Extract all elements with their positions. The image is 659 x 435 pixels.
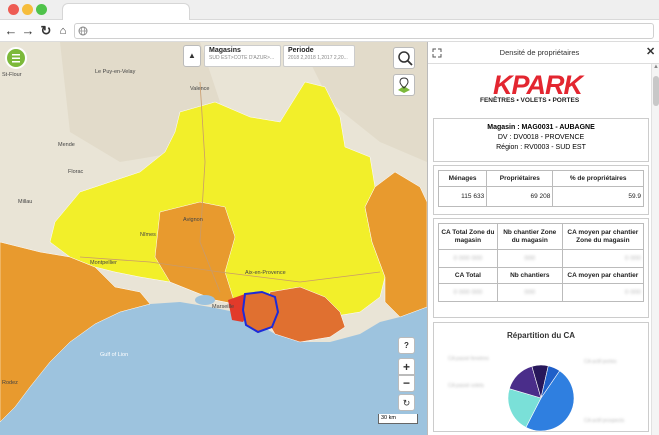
reload-icon[interactable]: ↻	[40, 23, 52, 38]
road	[199, 81, 221, 293]
filter-label: Magasins	[209, 47, 241, 54]
close-window-button[interactable]	[8, 4, 19, 15]
back-arrow-icon[interactable]: ←	[4, 23, 18, 38]
search-map-button[interactable]	[393, 47, 415, 69]
place-label: Montpellier	[90, 260, 117, 266]
pie-slice[interactable]	[540, 365, 561, 399]
etang-de-berre	[195, 295, 215, 305]
place-label: Gulf of Lion	[100, 352, 129, 358]
table-header: CA Total Zone du magasin	[438, 223, 498, 250]
place-label: Valence	[190, 86, 210, 92]
scale-label: 30 km	[381, 415, 396, 421]
map-canvas	[0, 42, 427, 423]
table-header: CA Total	[438, 267, 498, 284]
table-cell-blurred: 0 000	[561, 283, 645, 302]
magnifier-icon	[398, 51, 413, 66]
revenue-chart-card: Répartition du CA CA passé fenetres CA p…	[433, 322, 649, 432]
scale-bar: 30 km	[378, 414, 418, 424]
browser-tab[interactable]	[62, 3, 190, 20]
filter-periode[interactable]: Periode 2018 2,2018 1,2017 2,20...	[283, 45, 355, 67]
place-label: Millau	[18, 199, 33, 205]
scroll-up-arrow[interactable]: ▲	[653, 64, 659, 70]
layers-menu-button[interactable]	[5, 47, 27, 69]
browser-titlebar	[0, 0, 659, 20]
place-label: Nîmes	[140, 232, 156, 238]
reset-view-button[interactable]: ↻	[398, 394, 415, 411]
zone-orange-east	[364, 171, 427, 318]
logo-text: KPARK	[493, 70, 583, 100]
table-cell-blurred: 0 000 000	[438, 249, 498, 268]
place-label: Florac	[68, 169, 84, 175]
legend-label-blurred: CA actif portes	[584, 359, 617, 365]
logo-tagline: FENÊTRES • VOLETS • PORTES	[480, 97, 580, 104]
zoom-out-button[interactable]: −	[398, 375, 415, 392]
minimize-window-button[interactable]	[22, 4, 33, 15]
place-label: St-Flour	[2, 72, 22, 78]
map-tools-button[interactable]	[393, 74, 415, 96]
table-cell: 115 633	[437, 186, 488, 207]
panel-scrollbar[interactable]: ▲	[651, 64, 659, 435]
households-table: Ménages Propriétaires % de propriétaires…	[437, 170, 644, 207]
panel-header: Densité de propriétaires ✕	[428, 42, 659, 64]
browser-toolbar: ← → ↻ ⌂	[0, 20, 659, 42]
filter-magasins[interactable]: Magasins SUD EST>COTE D'AZUR>...	[204, 45, 281, 67]
brand-logo: KPARK FENÊTRES • VOLETS • PORTES	[468, 70, 618, 108]
filter-value: SUD EST>COTE D'AZUR>...	[209, 55, 275, 61]
globe-icon	[78, 26, 88, 36]
help-button[interactable]: ?	[398, 337, 415, 354]
forward-arrow-icon[interactable]: →	[21, 23, 35, 38]
pie-slice[interactable]	[507, 388, 542, 428]
collapse-filters-button[interactable]: ▲	[183, 45, 201, 67]
table-cell-blurred: 000	[496, 249, 563, 268]
table-cell: 59.9	[552, 186, 644, 207]
map-view[interactable]: St-Flour Le Puy-en-Velay Valence Mende F…	[0, 42, 427, 435]
place-label: Marseille	[212, 304, 235, 310]
zoom-in-button[interactable]: +	[398, 358, 415, 375]
info-panel: Densité de propriétaires ✕ KPARK FENÊTRE…	[427, 42, 659, 435]
maximize-window-button[interactable]	[36, 4, 47, 15]
chart-title: Répartition du CA	[507, 331, 575, 340]
table-header: Propriétaires	[486, 170, 554, 187]
close-icon[interactable]: ✕	[646, 46, 656, 58]
households-card: Ménages Propriétaires % de propriétaires…	[433, 165, 649, 215]
store-region: Région : RV0003 - SUD EST	[496, 144, 586, 151]
relief-shade	[300, 42, 427, 162]
legend-label-blurred: CA passé volets	[448, 383, 484, 389]
legend-label-blurred: CA actif prospects	[584, 418, 625, 424]
address-bar[interactable]	[74, 23, 654, 39]
table-cell: 69 208	[486, 186, 554, 207]
table-header: CA moyen par chantier Zone du magasin	[561, 223, 645, 250]
table-header: Ménages	[437, 170, 488, 187]
place-label: Aix-en-Provence	[245, 270, 286, 276]
store-dv: DV : DV0018 - PROVENCE	[497, 134, 585, 141]
place-label: Avignon	[183, 217, 203, 223]
home-icon[interactable]: ⌂	[59, 25, 67, 37]
table-cell-blurred: 0 000 000	[438, 283, 498, 302]
road	[79, 256, 381, 283]
panel-title: Densité de propriétaires	[499, 48, 580, 57]
scroll-thumb[interactable]	[653, 76, 659, 106]
filter-value: 2018 2,2018 1,2017 2,20...	[288, 55, 348, 61]
expand-icon[interactable]	[432, 48, 442, 58]
table-cell-blurred: 000	[496, 283, 563, 302]
table-cell-blurred: 0 000	[561, 249, 645, 268]
table-header: CA moyen par chantier	[561, 267, 645, 284]
place-label: Rodez	[2, 380, 18, 386]
filter-label: Periode	[288, 47, 314, 54]
revenue-pie-chart	[507, 364, 575, 432]
table-header: Nb chantiers	[496, 267, 563, 284]
table-header: % de propriétaires	[552, 170, 644, 187]
store-info-card: Magasin : MAG0031 - AUBAGNE DV : DV0018 …	[433, 118, 649, 162]
revenue-card: CA Total Zone du magasin Nb chantier Zon…	[433, 218, 649, 318]
hamburger-icon	[12, 54, 20, 63]
place-label: Le Puy-en-Velay	[95, 69, 136, 75]
revenue-table: CA Total Zone du magasin Nb chantier Zon…	[438, 223, 645, 302]
store-zone-highlight	[241, 290, 280, 334]
place-label: Mende	[58, 142, 75, 148]
pie-slice[interactable]	[525, 370, 575, 432]
store-magasin: Magasin : MAG0031 - AUBAGNE	[487, 124, 595, 131]
table-header: Nb chantier Zone du magasin	[496, 223, 563, 250]
legend-label-blurred: CA passé fenetres	[448, 356, 489, 362]
map-pin-icon	[398, 77, 410, 93]
